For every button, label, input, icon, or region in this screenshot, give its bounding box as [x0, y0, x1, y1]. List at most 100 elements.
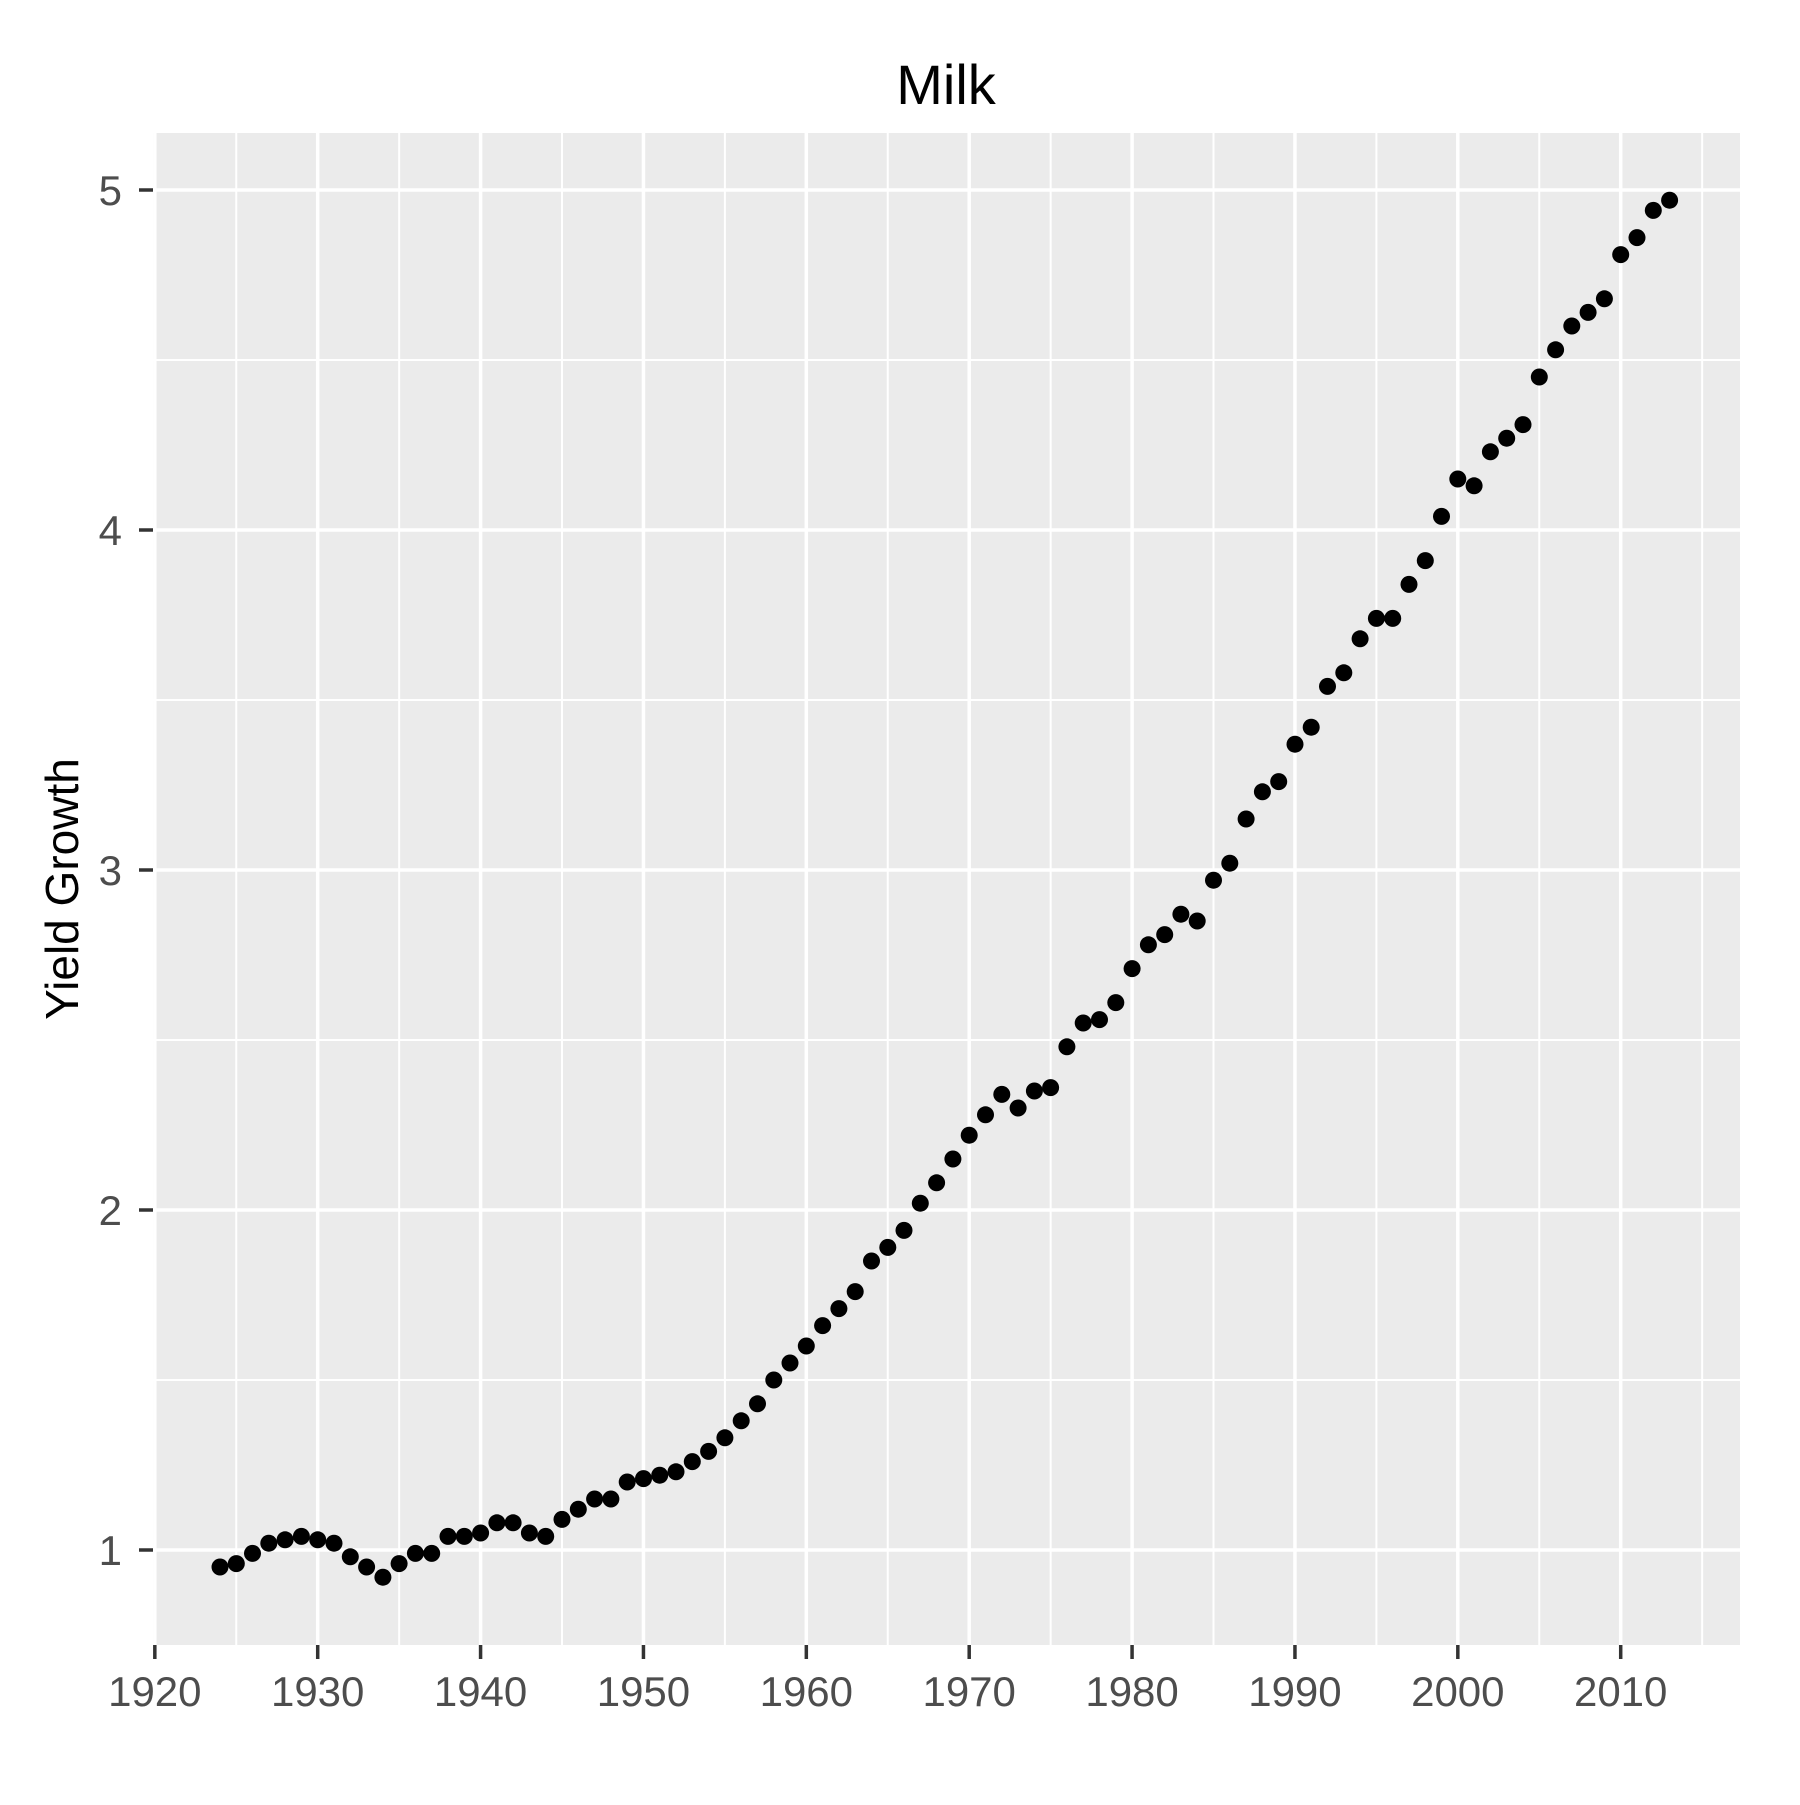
data-point	[341, 1548, 359, 1566]
data-point	[390, 1555, 408, 1573]
x-tick-label: 1930	[271, 1668, 364, 1715]
data-point	[781, 1354, 799, 1372]
data-point	[1156, 926, 1174, 944]
data-point	[472, 1524, 490, 1542]
y-tick-label: 3	[99, 847, 122, 894]
data-point	[553, 1510, 571, 1528]
data-point	[749, 1395, 766, 1413]
data-point	[227, 1555, 245, 1573]
data-point	[537, 1527, 555, 1545]
data-point	[1661, 191, 1679, 209]
data-point	[325, 1534, 343, 1552]
data-point	[1042, 1079, 1060, 1097]
data-point	[993, 1085, 1011, 1103]
data-point	[439, 1527, 457, 1545]
y-axis-tick-labels: 1 2 3 4 5	[99, 167, 122, 1574]
data-point	[1612, 246, 1630, 264]
data-point	[1221, 854, 1239, 872]
data-point	[911, 1194, 929, 1212]
data-point	[358, 1558, 376, 1576]
data-point	[732, 1412, 750, 1430]
data-point	[1139, 936, 1157, 954]
data-point	[1237, 810, 1255, 828]
data-point	[667, 1463, 685, 1481]
data-point	[260, 1534, 278, 1552]
data-point	[1205, 871, 1222, 889]
y-axis-title: Yield Growth	[36, 758, 88, 1020]
x-tick-label: 1920	[108, 1668, 201, 1715]
data-point	[700, 1442, 718, 1460]
data-point	[716, 1429, 734, 1447]
data-points	[211, 191, 1679, 1586]
data-point	[244, 1544, 261, 1562]
data-point	[977, 1106, 994, 1124]
x-tick-label: 1960	[760, 1668, 853, 1715]
chart-title: Milk	[896, 53, 997, 116]
data-point	[406, 1544, 424, 1562]
data-point	[374, 1568, 392, 1586]
data-point	[569, 1500, 587, 1518]
data-point	[846, 1283, 864, 1301]
data-point	[1563, 317, 1581, 335]
x-axis-tick-labels: 1920 1930 1940 1950 1960 1970 1980 1990 2000 2010	[108, 1668, 1667, 1715]
data-point	[1074, 1014, 1092, 1032]
data-point	[211, 1558, 229, 1576]
data-point	[1547, 341, 1565, 359]
data-point	[1091, 1011, 1108, 1029]
data-point	[879, 1238, 897, 1256]
data-point	[276, 1531, 294, 1549]
data-point	[1416, 552, 1434, 570]
data-point	[1595, 290, 1613, 308]
data-point	[928, 1174, 946, 1192]
data-point	[1172, 905, 1190, 923]
data-point	[504, 1514, 522, 1532]
x-tick-label: 1970	[922, 1668, 1015, 1715]
data-point	[635, 1470, 652, 1488]
data-point	[1433, 507, 1450, 525]
data-point	[1530, 368, 1548, 386]
y-tick-label: 1	[99, 1527, 122, 1574]
data-point	[618, 1473, 636, 1491]
data-point	[1319, 677, 1336, 695]
plot-panel	[153, 133, 1740, 1645]
data-point	[1107, 994, 1125, 1012]
data-point	[488, 1514, 506, 1532]
major-gridlines	[153, 133, 1740, 1645]
data-point	[1253, 783, 1271, 801]
data-point	[1498, 429, 1516, 447]
data-point	[1400, 575, 1418, 593]
y-tick-label: 2	[99, 1187, 122, 1234]
data-point	[1058, 1038, 1076, 1056]
axis-ticks	[139, 188, 1623, 1659]
data-point	[895, 1221, 913, 1239]
data-point	[1449, 470, 1467, 488]
data-point	[1384, 609, 1402, 627]
data-point	[309, 1531, 327, 1549]
data-point	[960, 1126, 978, 1144]
x-tick-label: 2010	[1574, 1668, 1667, 1715]
x-tick-label: 2000	[1411, 1668, 1504, 1715]
data-point	[944, 1150, 962, 1168]
data-point	[1465, 477, 1483, 495]
data-point	[1286, 735, 1304, 753]
data-point	[1367, 609, 1385, 627]
data-point	[1579, 303, 1597, 321]
data-point	[797, 1337, 815, 1355]
data-point	[1514, 416, 1532, 434]
y-tick-label: 5	[99, 167, 122, 214]
data-point	[1009, 1099, 1027, 1117]
data-point	[1644, 201, 1662, 219]
data-point	[586, 1490, 604, 1508]
data-point	[1188, 912, 1206, 930]
data-point	[1025, 1082, 1043, 1100]
data-point	[814, 1317, 832, 1335]
x-tick-label: 1980	[1085, 1668, 1178, 1715]
x-tick-label: 1990	[1248, 1668, 1341, 1715]
data-point	[1628, 229, 1646, 247]
data-point	[1481, 443, 1499, 461]
data-point	[602, 1490, 620, 1508]
y-tick-label: 4	[99, 507, 122, 554]
data-point	[423, 1544, 441, 1562]
data-point	[863, 1252, 880, 1270]
